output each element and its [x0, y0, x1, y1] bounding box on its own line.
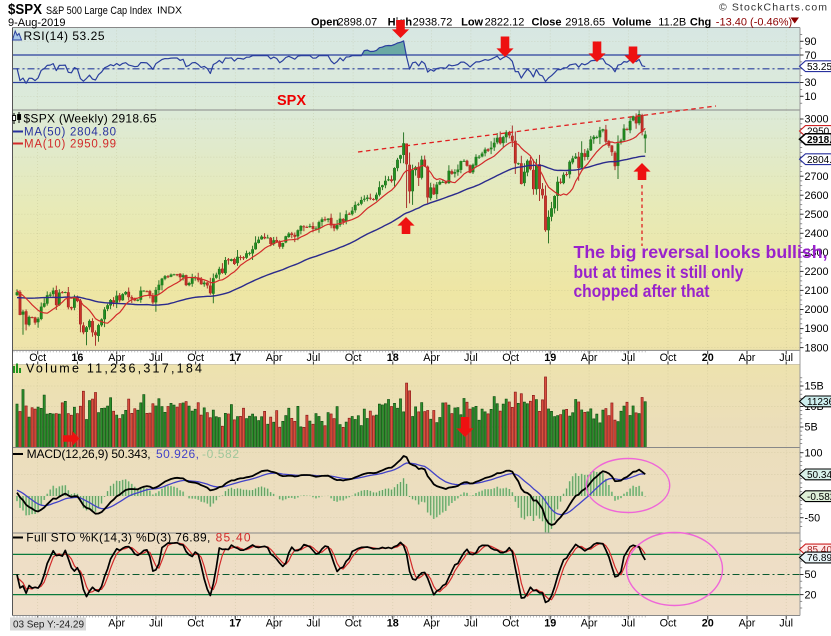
svg-text:Apr: Apr	[581, 618, 598, 630]
svg-text:2938.72: 2938.72	[413, 16, 453, 28]
svg-text:3000: 3000	[805, 114, 829, 126]
svg-text:2822.12: 2822.12	[485, 16, 525, 28]
svg-text:11236: 11236	[807, 397, 831, 408]
svg-text:MA(50) 2804.80: MA(50) 2804.80	[24, 127, 116, 139]
svg-text:50.343: 50.343	[807, 470, 831, 481]
svg-text:2100: 2100	[805, 285, 829, 297]
svg-text:2918.6: 2918.6	[807, 135, 831, 146]
svg-text:Oct: Oct	[187, 618, 204, 630]
svg-text:2804.8: 2804.8	[807, 155, 831, 166]
svg-text:Apr: Apr	[266, 618, 283, 630]
svg-text:Apr: Apr	[739, 352, 756, 364]
svg-text:20: 20	[702, 352, 714, 364]
svg-text:2300: 2300	[805, 247, 829, 259]
svg-text:2898.07: 2898.07	[338, 16, 378, 28]
svg-text:Apr: Apr	[739, 618, 756, 630]
svg-text:SPX: SPX	[277, 93, 306, 109]
svg-text:RSI(14) 53.25: RSI(14) 53.25	[24, 29, 105, 43]
svg-text:85.40: 85.40	[216, 531, 251, 545]
svg-text:Jul: Jul	[779, 352, 793, 364]
svg-text:Open: Open	[311, 16, 339, 28]
svg-text:-0.582: -0.582	[202, 447, 239, 461]
svg-text:19: 19	[544, 352, 556, 364]
svg-text:50.926,: 50.926,	[156, 447, 199, 461]
svg-text:INDX: INDX	[157, 6, 182, 17]
svg-text:Close: Close	[532, 16, 562, 28]
svg-text:Jul: Jul	[306, 618, 320, 630]
svg-text:S&P 500 Large Cap Index: S&P 500 Large Cap Index	[46, 5, 152, 17]
svg-text:70: 70	[805, 50, 817, 62]
svg-text:1900: 1900	[805, 323, 829, 335]
svg-text:Apr: Apr	[581, 352, 598, 364]
svg-text:03 Sep Y:-24.29: 03 Sep Y:-24.29	[13, 619, 84, 630]
svg-text:20: 20	[702, 618, 714, 630]
svg-text:Apr: Apr	[423, 618, 440, 630]
svg-text:Jul: Jul	[621, 618, 635, 630]
svg-text:2918.65: 2918.65	[565, 16, 605, 28]
svg-text:2500: 2500	[805, 209, 829, 221]
svg-text:Jul: Jul	[149, 352, 163, 364]
svg-text:15B: 15B	[805, 381, 824, 393]
svg-text:chopped after that: chopped after that	[574, 281, 710, 301]
svg-text:11.2B: 11.2B	[658, 16, 686, 28]
svg-text:50: 50	[805, 569, 817, 581]
svg-text:but at times it still only: but at times it still only	[574, 262, 744, 282]
svg-text:76.89: 76.89	[807, 553, 831, 564]
svg-text:Apr: Apr	[108, 352, 125, 364]
svg-text:2200: 2200	[805, 266, 829, 278]
svg-text:18: 18	[387, 618, 399, 630]
svg-text:30: 30	[805, 77, 817, 89]
svg-text:Low: Low	[461, 16, 483, 28]
svg-text:Jul: Jul	[149, 618, 163, 630]
svg-text:2400: 2400	[805, 228, 829, 240]
svg-text:$SPX: $SPX	[8, 2, 42, 18]
svg-text:100: 100	[805, 447, 823, 459]
svg-text:Oct: Oct	[187, 352, 204, 364]
svg-text:Jul: Jul	[779, 618, 793, 630]
svg-text:2700: 2700	[805, 171, 829, 183]
svg-text:53.25: 53.25	[807, 62, 831, 73]
svg-text:18: 18	[387, 352, 399, 364]
svg-text:Oct: Oct	[660, 352, 677, 364]
svg-text:10: 10	[805, 91, 817, 103]
svg-text:20: 20	[805, 589, 817, 601]
svg-text:Full STO %K(14,3) %D(3) 76.89,: Full STO %K(14,3) %D(3) 76.89,	[26, 531, 210, 545]
svg-text:$SPX (Weekly) 2918.65: $SPX (Weekly) 2918.65	[24, 112, 157, 126]
svg-text:5B: 5B	[805, 422, 818, 434]
svg-text:Oct: Oct	[502, 618, 519, 630]
svg-text:Jul: Jul	[464, 352, 478, 364]
svg-text:17: 17	[229, 618, 241, 630]
svg-text:-0.582: -0.582	[807, 492, 831, 503]
svg-text:9-Aug-2019: 9-Aug-2019	[8, 17, 66, 29]
svg-text:Chg: Chg	[690, 16, 711, 28]
svg-text:2950.9: 2950.9	[807, 127, 831, 138]
svg-text:17: 17	[229, 352, 241, 364]
svg-text:Jul: Jul	[464, 618, 478, 630]
svg-text:Oct: Oct	[345, 618, 362, 630]
svg-text:© StockCharts.com: © StockCharts.com	[719, 2, 827, 14]
svg-text:16: 16	[71, 352, 83, 364]
svg-text:Apr: Apr	[108, 618, 125, 630]
svg-text:Apr: Apr	[423, 352, 440, 364]
svg-text:2600: 2600	[805, 190, 829, 202]
svg-text:2000: 2000	[805, 304, 829, 316]
svg-text:Apr: Apr	[266, 352, 283, 364]
svg-text:-13.40 (-0.46%): -13.40 (-0.46%)	[716, 16, 792, 28]
svg-text:MACD(12,26,9) 50.343,: MACD(12,26,9) 50.343,	[27, 447, 151, 461]
svg-text:-50: -50	[805, 512, 821, 524]
svg-text:85.40: 85.40	[807, 545, 831, 556]
svg-text:Oct: Oct	[660, 618, 677, 630]
svg-text:Jul: Jul	[306, 352, 320, 364]
svg-text:19: 19	[544, 618, 556, 630]
svg-text:1800: 1800	[805, 342, 829, 354]
svg-text:Jul: Jul	[621, 352, 635, 364]
svg-text:Oct: Oct	[345, 352, 362, 364]
svg-text:Volume: Volume	[612, 16, 651, 28]
svg-text:The big reversal looks bullish: The big reversal looks bullish,	[574, 242, 828, 262]
svg-text:Oct: Oct	[29, 352, 46, 364]
svg-text:90: 90	[805, 36, 817, 48]
svg-text:Oct: Oct	[502, 352, 519, 364]
svg-text:MA(10) 2950.99: MA(10) 2950.99	[24, 139, 116, 151]
